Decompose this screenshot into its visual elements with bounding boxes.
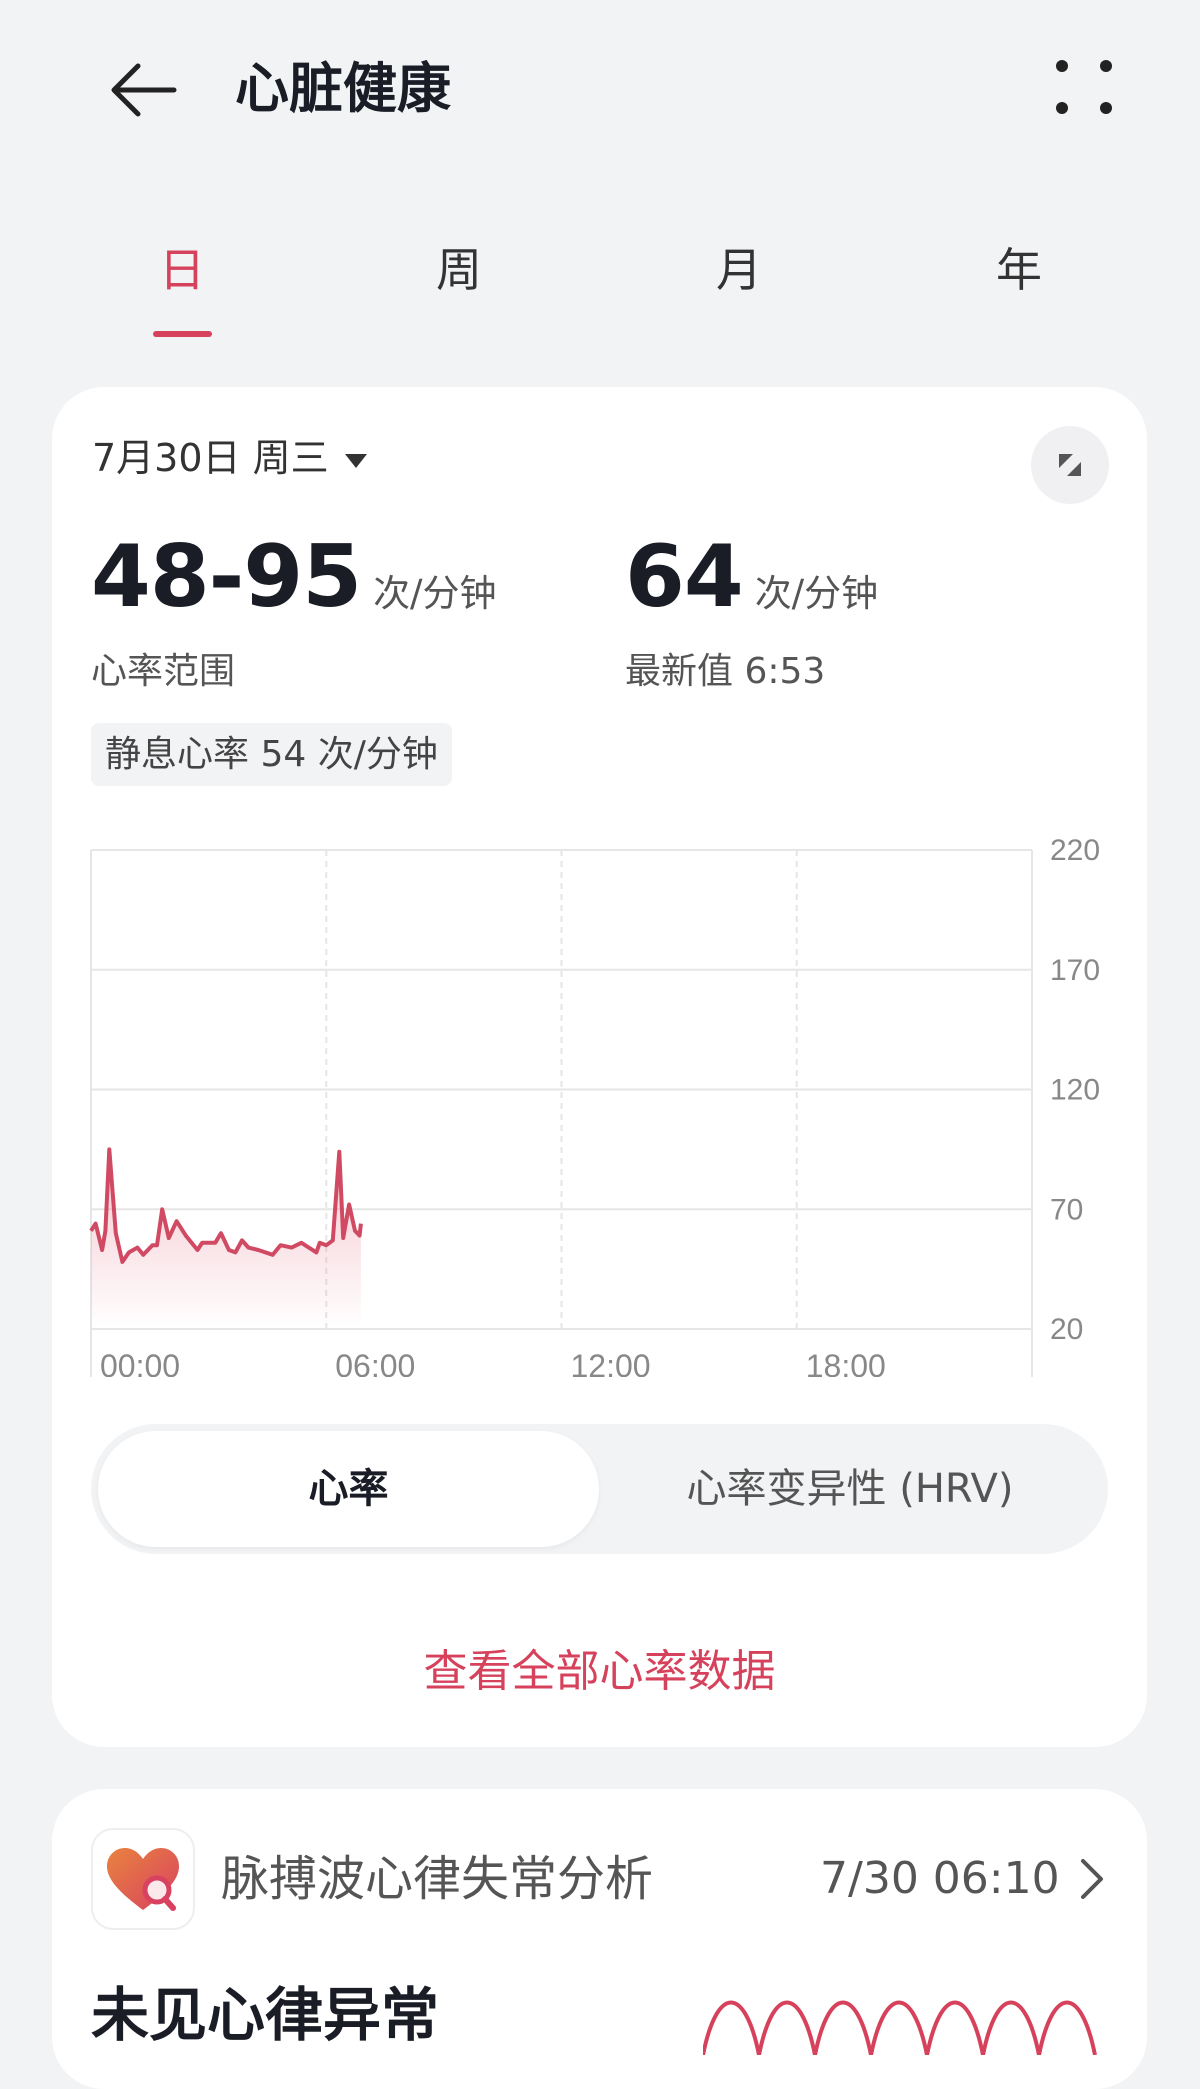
latest-label: 最新值 6:53 — [625, 649, 825, 695]
range-label: 心率范围 — [91, 649, 235, 695]
arrhythmia-time: 7/30 06:10 — [820, 1851, 1060, 1907]
tab-month[interactable]: 月 — [716, 240, 762, 300]
x-tick-label: 00:00 — [100, 1348, 180, 1377]
tab-year[interactable]: 年 — [996, 240, 1042, 300]
view-all-data-link[interactable]: 查看全部心率数据 — [52, 1643, 1147, 1701]
heart-rate-chart[interactable]: 220 170 120 70 20 00:00 06:00 12:00 18:00 — [52, 817, 1147, 1377]
tab-week[interactable]: 周 — [436, 240, 482, 300]
series-line — [91, 1149, 361, 1262]
y-tick-label: 20 — [1050, 1313, 1083, 1346]
pulse-wave-graphic — [703, 1985, 1103, 2055]
metric-segment-control: 心率 心率变异性 (HRV) — [91, 1424, 1108, 1554]
expand-button[interactable] — [1031, 426, 1109, 504]
page-title: 心脏健康 — [235, 56, 451, 122]
x-tick-label: 06:00 — [335, 1348, 415, 1377]
y-tick-label: 120 — [1050, 1074, 1100, 1107]
x-tick-label: 12:00 — [571, 1348, 651, 1377]
date-selector[interactable]: 7月30日 周三 — [92, 435, 367, 481]
date-label: 7月30日 周三 — [92, 436, 329, 480]
arrhythmia-card[interactable]: 脉搏波心律失常分析 7/30 06:10 未见心律异常 — [52, 1789, 1147, 2089]
expand-icon — [1031, 426, 1109, 504]
more-dots-icon[interactable] — [1052, 58, 1116, 118]
y-tick-label: 220 — [1050, 834, 1100, 867]
segment-hrv[interactable]: 心率变异性 (HRV) — [599, 1431, 1101, 1547]
dropdown-triangle-icon — [345, 454, 367, 468]
resting-hr-badge: 静息心率 54 次/分钟 — [91, 723, 452, 786]
tab-indicator — [153, 331, 212, 337]
segment-heart-rate[interactable]: 心率 — [98, 1431, 599, 1547]
x-tick-label: 18:00 — [806, 1348, 886, 1377]
arrhythmia-status: 未见心律异常 — [91, 1979, 439, 2051]
tab-day[interactable]: 日 — [159, 240, 205, 300]
chevron-right-icon[interactable] — [1077, 1855, 1107, 1903]
heart-search-icon — [91, 1828, 195, 1930]
y-tick-label: 170 — [1050, 954, 1100, 987]
back-arrow-icon[interactable] — [108, 60, 180, 120]
arrhythmia-title: 脉搏波心律失常分析 — [221, 1849, 653, 1909]
y-tick-label: 70 — [1050, 1193, 1083, 1226]
